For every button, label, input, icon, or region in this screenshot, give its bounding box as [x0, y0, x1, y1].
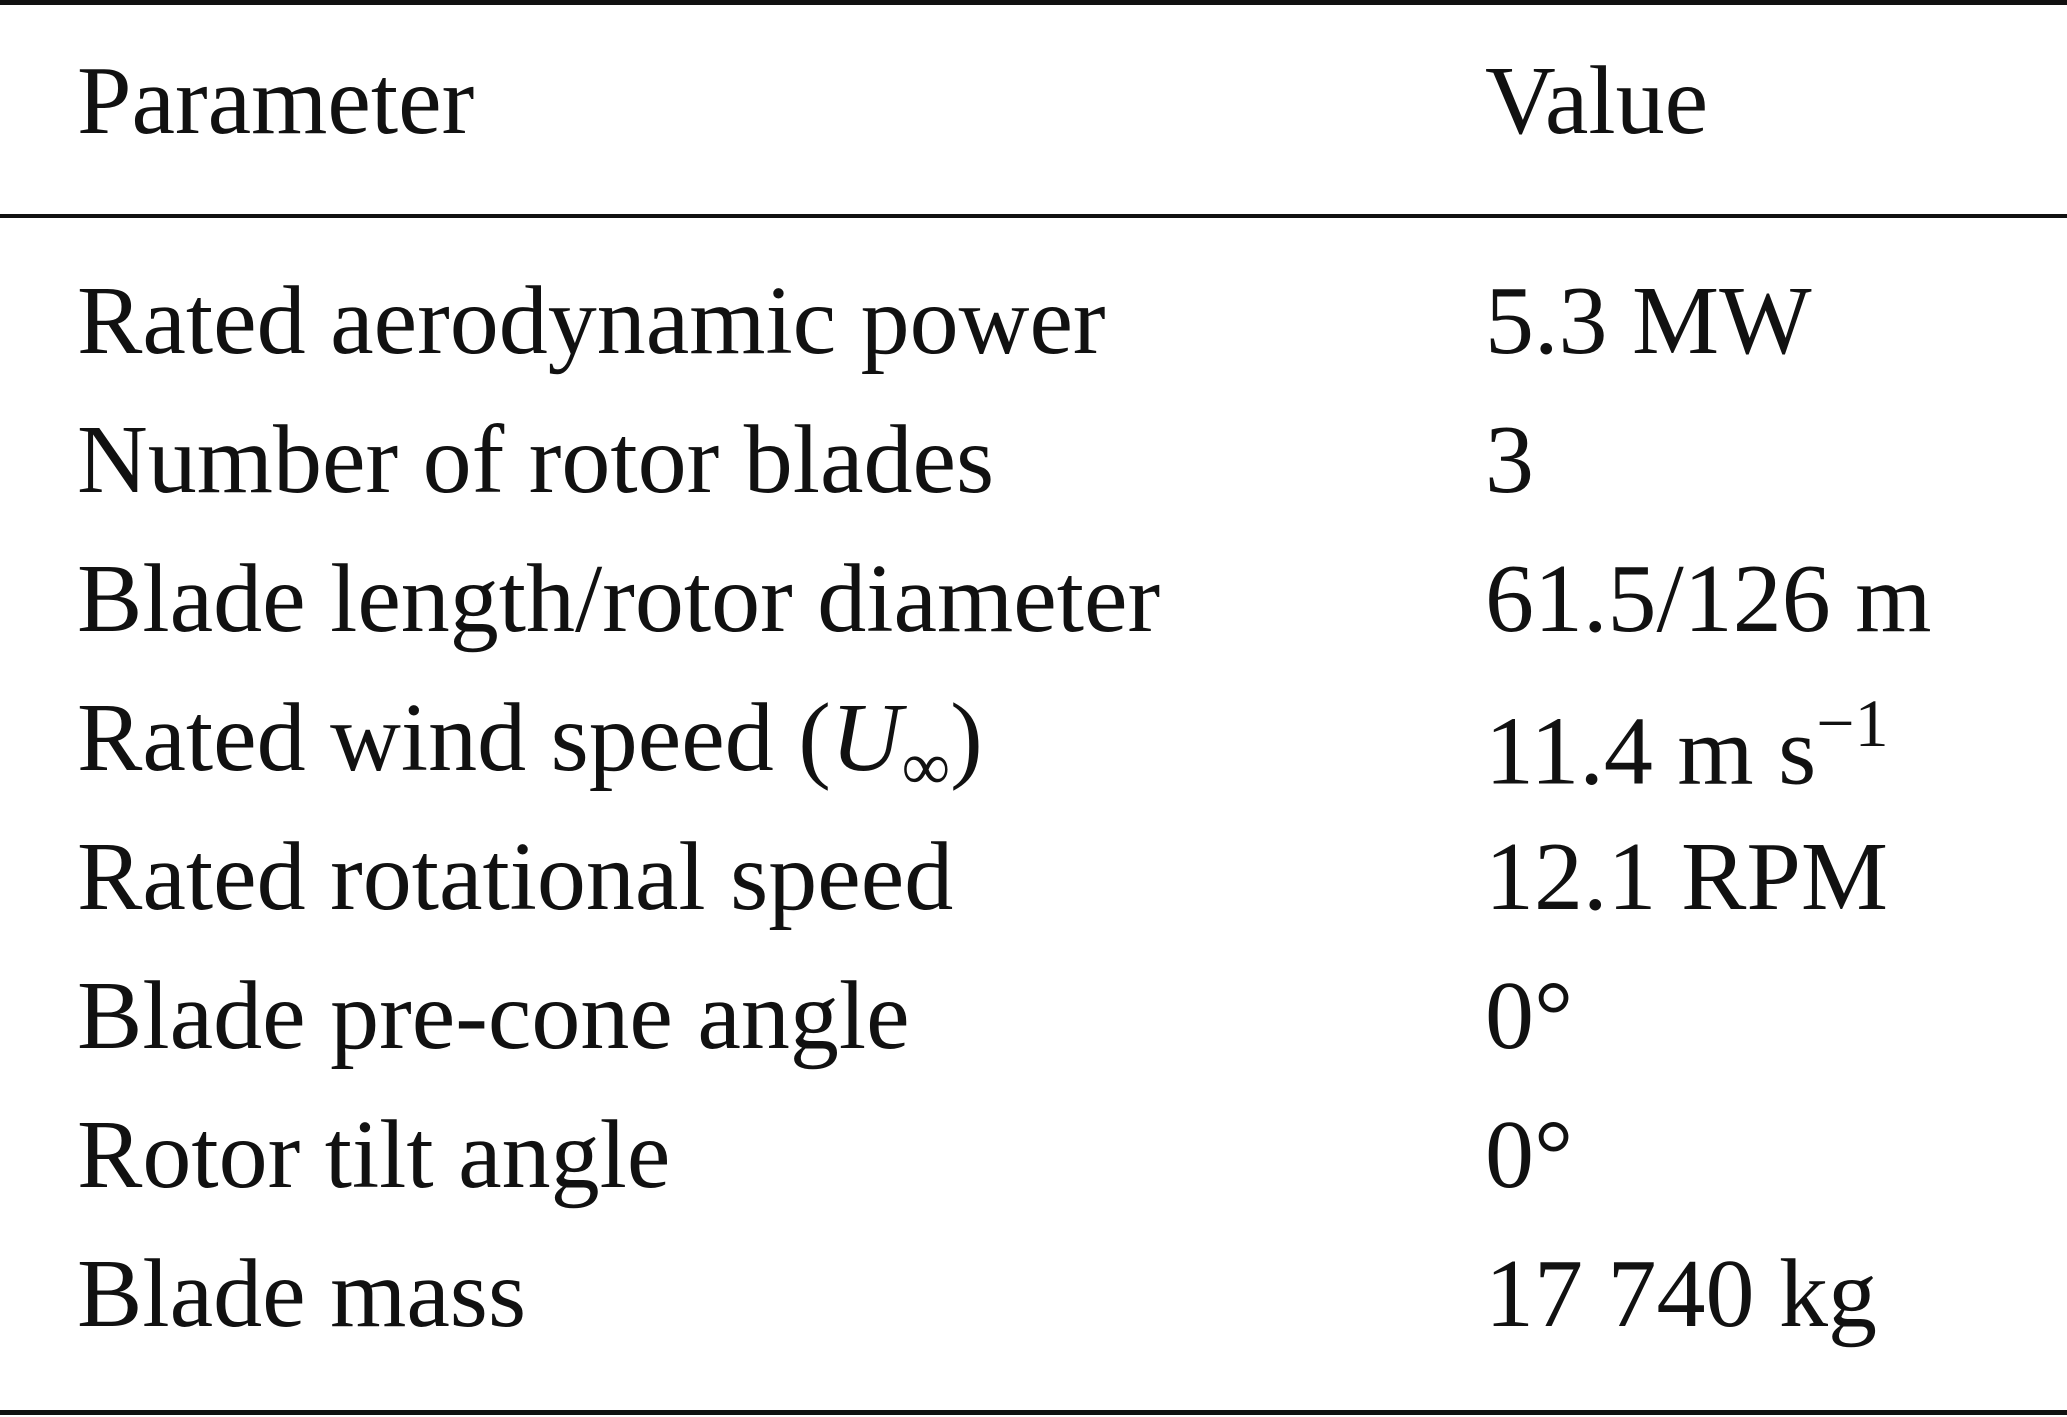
- row-blade-count-parameter: Number of rotor blades: [77, 406, 995, 514]
- row-blade-length-value: 61.5/126 m: [1485, 545, 1932, 653]
- row-wind-speed-parameter: Rated wind speed (U∞): [77, 689, 983, 800]
- row-rotational-speed-parameter: Rated rotational speed: [77, 823, 954, 931]
- bottom-rule: [0, 1410, 2067, 1415]
- row-blade-mass-parameter: Blade mass: [77, 1240, 527, 1348]
- row-blade-length-parameter: Blade length/rotor diameter: [77, 545, 1161, 653]
- row-blade-mass-value: 17 740 kg: [1485, 1240, 1877, 1348]
- wind-speed-subscript: ∞: [901, 728, 951, 805]
- row-tilt-value: 0°: [1485, 1101, 1574, 1209]
- wind-speed-value-base: 11.4 m s: [1485, 697, 1817, 806]
- row-wind-speed-value: 11.4 m s−1: [1485, 689, 1889, 800]
- wind-speed-label-prefix: Rated wind speed (: [77, 684, 831, 792]
- wind-speed-label-suffix: ): [950, 684, 983, 792]
- header-rule: [0, 214, 2067, 218]
- row-precone-value: 0°: [1485, 962, 1574, 1070]
- row-rated-power-parameter: Rated aerodynamic power: [77, 267, 1106, 375]
- header-parameter: Parameter: [77, 47, 475, 155]
- row-tilt-parameter: Rotor tilt angle: [77, 1101, 671, 1209]
- wind-speed-value-exponent: −1: [1816, 685, 1889, 761]
- row-precone-parameter: Blade pre-cone angle: [77, 962, 910, 1070]
- wind-speed-symbol: U: [830, 684, 902, 792]
- row-rotational-speed-value: 12.1 RPM: [1485, 823, 1889, 931]
- header-value: Value: [1485, 47, 1709, 155]
- row-rated-power-value: 5.3 MW: [1485, 267, 1812, 375]
- top-rule: [0, 0, 2067, 5]
- row-blade-count-value: 3: [1485, 406, 1534, 514]
